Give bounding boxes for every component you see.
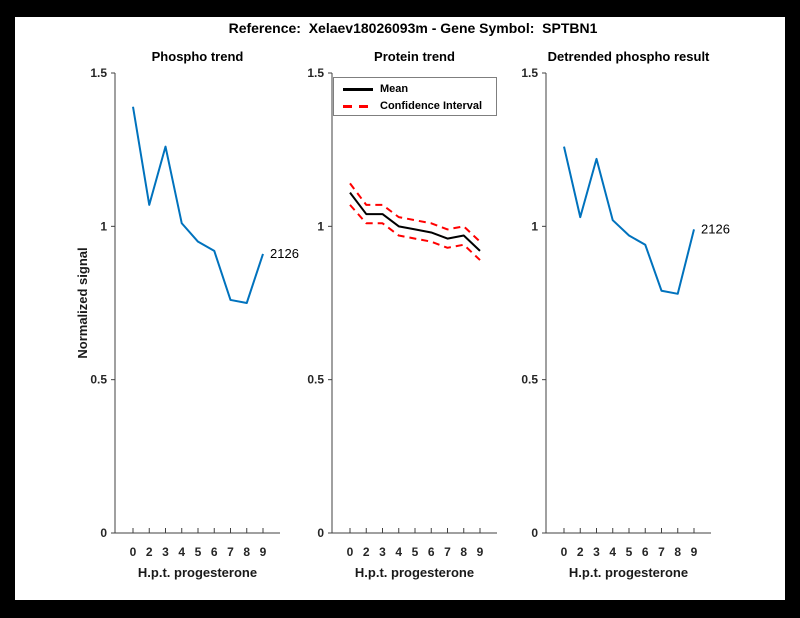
x-tick-label: 2: [363, 545, 370, 559]
series-end-label: 2126: [270, 246, 299, 261]
figure-title: Reference: Xelaev18026093m - Gene Symbol…: [228, 20, 598, 36]
subplot1-ylabel: Normalized signal: [75, 247, 90, 359]
mean-line-sample-icon: [343, 87, 373, 91]
subplot1-title: Phospho trend: [151, 49, 244, 64]
x-tick-label: 6: [211, 545, 218, 559]
series-end-label: 2126: [701, 221, 730, 236]
x-tick-label: 5: [412, 545, 419, 559]
legend-label-mean: Mean: [380, 83, 409, 95]
y-tick-label: 1: [317, 219, 324, 233]
ci-lower-line: [349, 204, 481, 261]
subplot-2: 00.511.50 2 3 4 5 6 7 8 9: [307, 66, 497, 559]
x-tick-label: 2: [577, 545, 584, 559]
x-tick-label: 7: [658, 545, 665, 559]
legend-label-confidence-interval: Confidence Interval: [380, 100, 483, 112]
x-tick-label: 0: [347, 545, 354, 559]
x-tick-label: 9: [691, 545, 698, 559]
x-tick-label: 6: [428, 545, 435, 559]
y-tick-label: 0: [317, 526, 324, 540]
x-tick-label: 3: [593, 545, 600, 559]
subplot2-xlabel: H.p.t. progesterone: [354, 565, 475, 580]
x-tick-label: 7: [227, 545, 234, 559]
phospho-line: [132, 106, 264, 304]
x-tick-label: 9: [477, 545, 484, 559]
subplot2-title: Protein trend: [374, 49, 455, 64]
confidence-interval-line-sample-icon: [343, 104, 373, 108]
y-tick-label: 0: [100, 526, 107, 540]
x-tick-label: 4: [178, 545, 185, 559]
x-tick-label: 3: [379, 545, 386, 559]
x-tick-label: 5: [195, 545, 202, 559]
y-tick-label: 1: [531, 219, 538, 233]
x-tick-label: 3: [162, 545, 169, 559]
y-tick-label: 0.5: [521, 373, 538, 387]
x-tick-label: 6: [642, 545, 649, 559]
detrended-line: [563, 146, 695, 295]
subplot3-title: Detrended phospho result: [547, 49, 710, 64]
x-tick-label: 7: [444, 545, 451, 559]
x-tick-label: 8: [460, 545, 467, 559]
y-tick-label: 0: [531, 526, 538, 540]
legend-item-confidence-interval: Confidence Interval: [343, 98, 482, 114]
subplot3-xlabel: H.p.t. progesterone: [568, 565, 689, 580]
x-tick-label: 8: [243, 545, 250, 559]
axes-spines: [331, 73, 497, 534]
x-tick-label: 4: [609, 545, 616, 559]
x-tick-label: 2: [146, 545, 153, 559]
legend-box: Mean Confidence Interval: [333, 77, 497, 116]
x-tick-label: 4: [395, 545, 402, 559]
y-tick-label: 1.5: [521, 66, 538, 80]
mean-line: [349, 191, 481, 252]
x-tick-label: 9: [260, 545, 267, 559]
y-tick-label: 1.5: [90, 66, 107, 80]
axes-spines: [545, 73, 711, 534]
ci-upper-line: [349, 182, 481, 243]
x-tick-label: 5: [626, 545, 633, 559]
figure-canvas: Reference: Xelaev18026093m - Gene Symbol…: [15, 17, 785, 600]
y-tick-label: 1.5: [307, 66, 324, 80]
x-tick-label: 0: [561, 545, 568, 559]
y-tick-label: 0.5: [90, 373, 107, 387]
legend-item-mean: Mean: [343, 81, 408, 97]
x-tick-label: 0: [130, 545, 137, 559]
x-tick-label: 8: [674, 545, 681, 559]
subplot1-xlabel: H.p.t. progesterone: [137, 565, 258, 580]
y-tick-label: 0.5: [307, 373, 324, 387]
y-tick-label: 1: [100, 219, 107, 233]
